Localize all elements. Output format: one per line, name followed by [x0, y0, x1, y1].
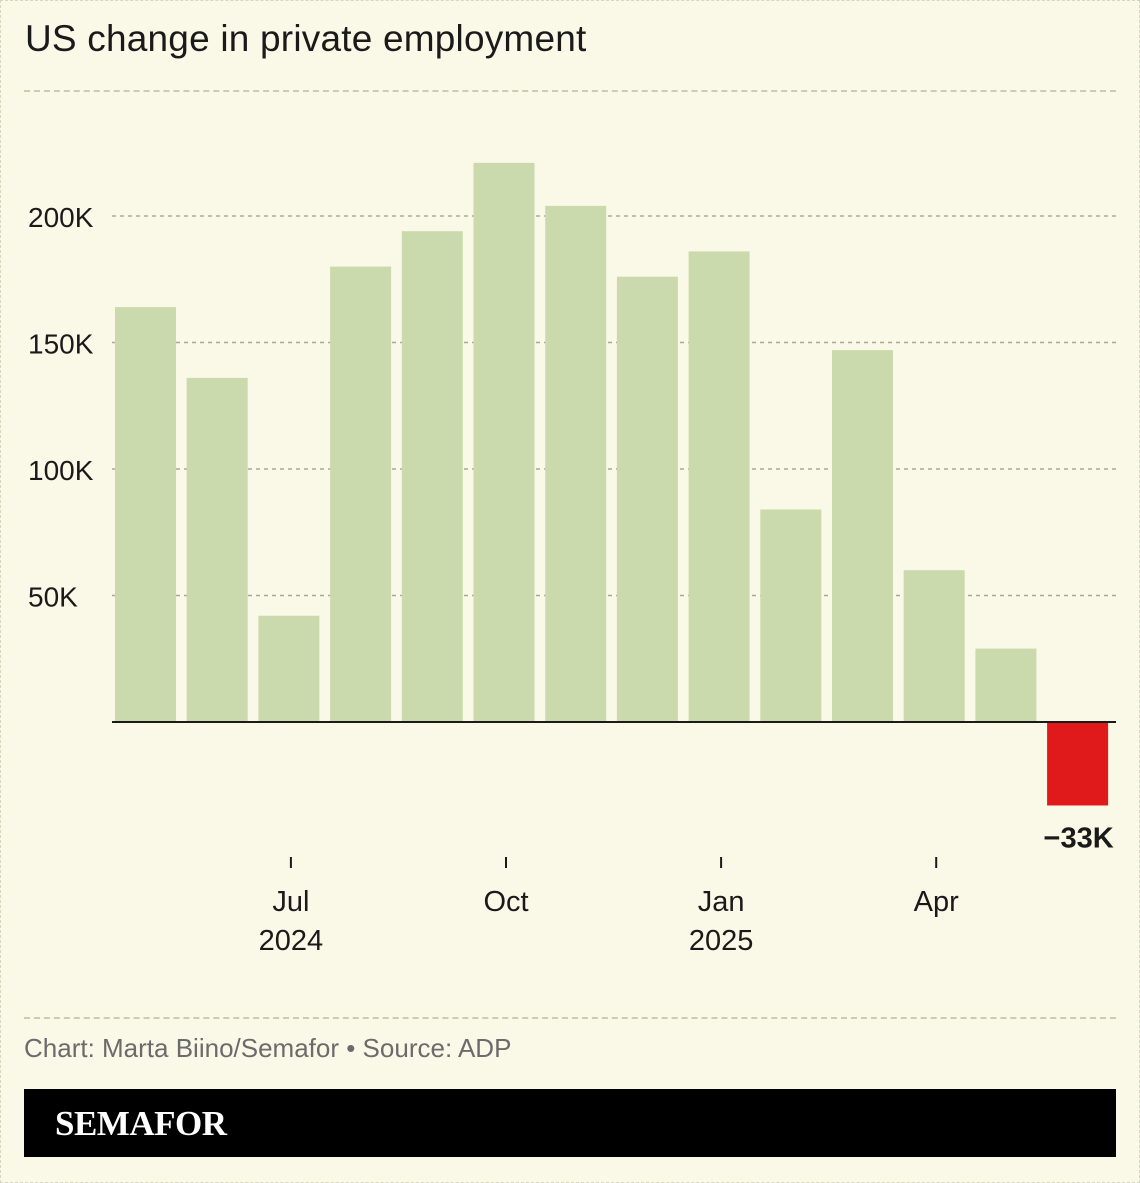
x-tick-label: Apr — [914, 886, 959, 918]
bar — [115, 307, 176, 722]
bar — [760, 509, 822, 722]
value-label: −33K — [1044, 822, 1114, 854]
bars — [115, 162, 1109, 806]
bar — [903, 570, 965, 722]
bar — [616, 276, 678, 722]
footer-divider — [24, 1017, 1116, 1019]
y-tick-label: 100K — [28, 455, 94, 486]
bar — [688, 251, 750, 723]
y-tick-label: 50K — [28, 582, 78, 613]
semafor-logo: SEMAFOR — [55, 1104, 227, 1143]
bar-chart: 50K 100K 150K 200K −33K Jul 2024 Oct Jan 2025 Apr — [28, 162, 1116, 957]
x-tick-year-label: 2024 — [259, 925, 324, 957]
bar — [258, 615, 320, 722]
chart-title: US change in private employment — [25, 18, 587, 59]
labels: 50K 100K 150K 200K −33K Jul 2024 Oct Jan 2025 Apr — [28, 202, 1114, 957]
y-tick-label: 200K — [28, 202, 94, 233]
bar — [975, 648, 1037, 722]
bar — [832, 350, 893, 722]
x-tick-year-label: 2025 — [689, 925, 754, 957]
title-divider — [24, 90, 1116, 92]
negative-bar — [1047, 722, 1109, 806]
chart-credit: Chart: Marta Biino/Semafor • Source: ADP — [24, 1033, 512, 1063]
x-tick-label: Oct — [483, 886, 528, 918]
bar — [330, 266, 392, 722]
gridlines — [112, 215, 1116, 597]
bar — [401, 231, 463, 722]
bar — [473, 162, 535, 722]
x-tick-label: Jul — [272, 886, 309, 918]
brand-bar: SEMAFOR — [24, 1089, 1116, 1157]
y-tick-label: 150K — [28, 329, 94, 360]
bar — [186, 377, 248, 722]
x-tick-label: Jan — [698, 886, 745, 918]
bar — [545, 205, 607, 722]
